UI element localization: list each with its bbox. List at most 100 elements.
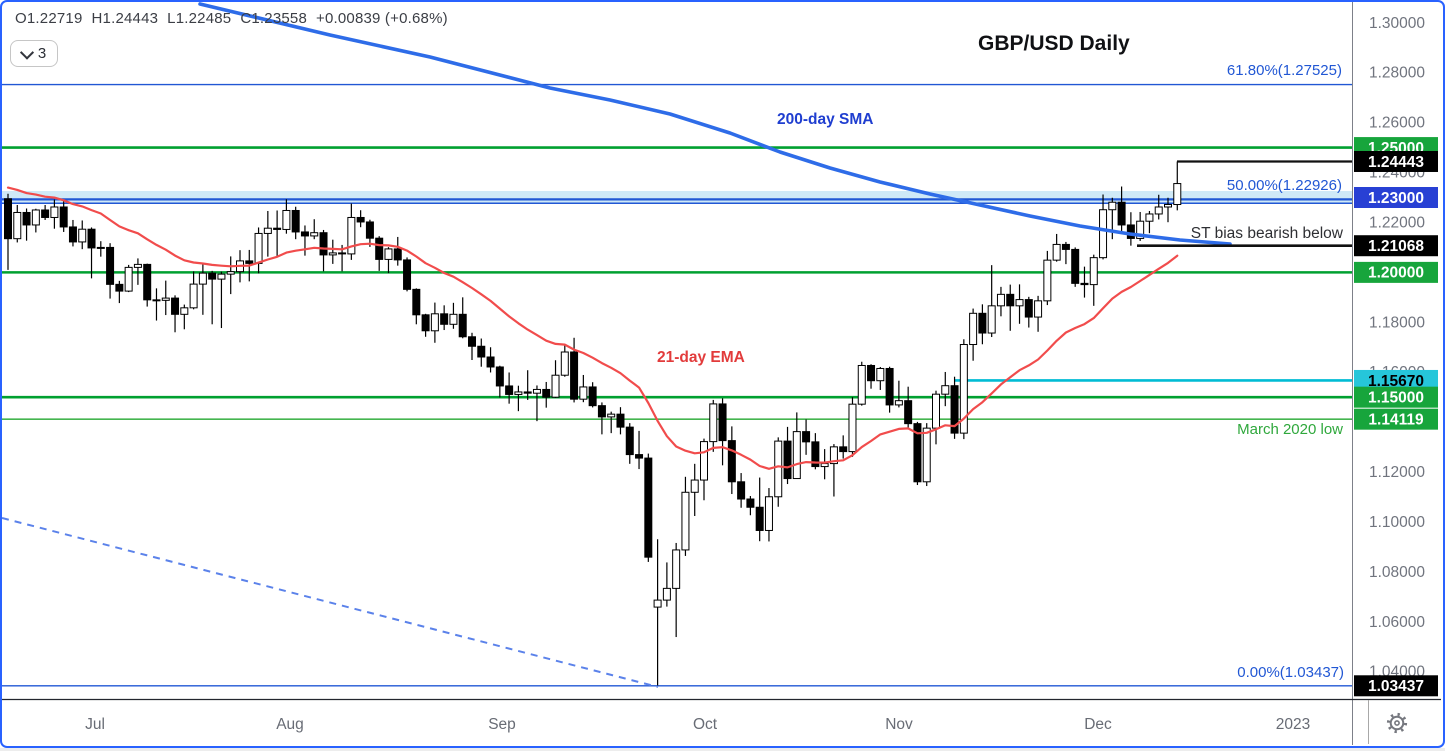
candle-body — [13, 211, 22, 240]
candle-body — [1052, 243, 1061, 261]
plot-area[interactable] — [2, 2, 1352, 688]
collapse-dropdown[interactable]: 3 — [10, 40, 58, 67]
price-tick: 1.10000 — [1369, 514, 1425, 531]
ema-line[interactable] — [6, 186, 1179, 470]
candle-body — [746, 498, 755, 508]
candle-body — [969, 312, 978, 346]
candle-body — [829, 446, 838, 465]
candle-body — [672, 549, 681, 589]
candle-body — [115, 283, 124, 292]
fib-618-label: 61.80%(1.27525) — [1226, 62, 1342, 79]
candle-body — [421, 314, 430, 332]
price-tick: 1.08000 — [1369, 564, 1425, 581]
candle-body — [356, 216, 365, 223]
time-tick: Nov — [885, 716, 913, 733]
candle-body — [133, 263, 142, 268]
price-tick: 1.28000 — [1369, 65, 1425, 82]
ema-label: 21-day EMA — [657, 349, 745, 366]
time-tick: Dec — [1084, 716, 1112, 733]
candle-body — [384, 248, 393, 260]
candle-body — [755, 506, 764, 531]
candle-body — [560, 351, 569, 376]
window-edge — [0, 748, 1445, 751]
candle-body — [440, 313, 449, 325]
candle-body — [338, 252, 347, 255]
candle-body — [208, 272, 217, 280]
candle-body — [913, 423, 922, 483]
candle-body — [681, 491, 690, 551]
candle-body — [727, 440, 736, 483]
price-badge — [1354, 261, 1438, 283]
price-badge-label: 1.21068 — [1368, 238, 1424, 255]
candle-body — [78, 228, 87, 243]
candle-body — [403, 259, 412, 290]
candle-body — [152, 299, 161, 302]
candle-body — [922, 427, 931, 483]
sma-label: 200-day SMA — [777, 111, 874, 128]
candle-body — [690, 479, 699, 493]
candle-body — [625, 426, 634, 456]
candle-body — [226, 271, 235, 275]
candle-body — [570, 351, 579, 400]
candle-body — [495, 366, 504, 387]
price-badge-label: 1.20000 — [1368, 265, 1424, 282]
candle-body — [1145, 213, 1154, 222]
candle-body — [365, 221, 374, 239]
candle-body — [607, 413, 616, 418]
candle-body — [1173, 183, 1182, 206]
time-tick: Oct — [693, 716, 718, 733]
candle-body — [189, 283, 198, 309]
price-tick: 1.26000 — [1369, 115, 1425, 132]
candle-body — [514, 391, 523, 395]
price-tick: 1.18000 — [1369, 314, 1425, 331]
candle-body — [124, 266, 133, 292]
candle-body — [68, 226, 77, 243]
gear-icon[interactable] — [1384, 710, 1410, 741]
candle-body — [393, 248, 402, 261]
candle-body — [375, 237, 384, 260]
price-badge-label: 1.15000 — [1368, 389, 1424, 406]
fib-50-label: 50.00%(1.22926) — [1226, 177, 1342, 194]
legend-open: O1.22719 — [15, 10, 83, 27]
price-badge — [1354, 150, 1438, 172]
candle-body — [551, 374, 560, 398]
candle-body — [950, 385, 959, 434]
candle-body — [932, 393, 940, 429]
dashed-trendline[interactable] — [2, 517, 659, 688]
candle-body — [347, 216, 356, 255]
legend-close: C1.23558 — [240, 10, 307, 27]
collapse-count: 3 — [37, 45, 47, 62]
candle-body — [430, 313, 439, 332]
time-tick: 2023 — [1276, 716, 1310, 733]
candle-body — [1108, 201, 1117, 211]
candle-body — [59, 206, 68, 228]
candle-body — [245, 260, 254, 264]
candle-body — [50, 206, 59, 218]
candle-body — [523, 391, 532, 394]
candle-body — [22, 211, 31, 226]
candle-body — [1154, 206, 1163, 215]
time-axis[interactable]: Jul Aug Sep Oct Nov Dec 2023 — [85, 716, 1310, 733]
chevron-down-icon — [19, 45, 34, 60]
candle-body — [579, 386, 588, 400]
candle-body — [635, 454, 644, 459]
price-badge — [1354, 369, 1438, 391]
page-title: GBP/USD Daily — [978, 32, 1130, 55]
fib-50-band — [2, 191, 1352, 204]
price-badge — [1354, 675, 1438, 697]
candle-body — [161, 297, 170, 301]
candle-body — [662, 587, 671, 601]
candle-body — [653, 599, 662, 608]
candle-body — [959, 344, 968, 434]
price-tick: 1.06000 — [1369, 614, 1425, 631]
sma-line[interactable] — [198, 2, 1232, 246]
candle-body — [876, 367, 885, 382]
st-bias-label: ST bias bearish below — [1190, 225, 1343, 242]
legend-high: H1.24443 — [91, 10, 159, 27]
candle-body — [774, 440, 783, 498]
candle-body — [1061, 243, 1070, 250]
candle-body — [106, 246, 115, 285]
candle-body — [87, 228, 96, 249]
candle-body — [31, 209, 40, 226]
